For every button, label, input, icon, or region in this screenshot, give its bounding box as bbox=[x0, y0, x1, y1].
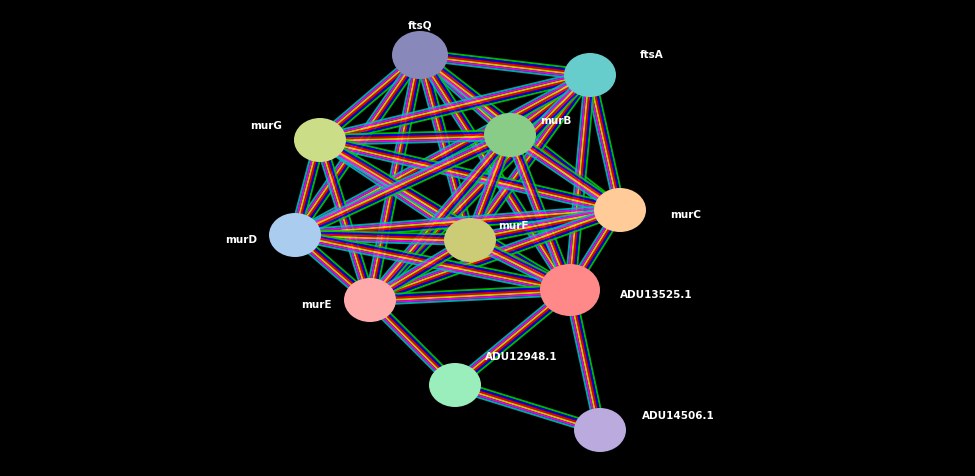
Text: murD: murD bbox=[225, 235, 257, 245]
Ellipse shape bbox=[429, 363, 481, 407]
Ellipse shape bbox=[540, 264, 600, 316]
Text: ADU12948.1: ADU12948.1 bbox=[485, 352, 558, 362]
Text: ADU14506.1: ADU14506.1 bbox=[642, 411, 715, 421]
Ellipse shape bbox=[269, 213, 321, 257]
Ellipse shape bbox=[392, 31, 448, 79]
Text: murG: murG bbox=[251, 121, 282, 131]
Ellipse shape bbox=[564, 53, 616, 97]
Text: murF: murF bbox=[498, 221, 528, 231]
Text: murE: murE bbox=[301, 300, 332, 310]
Text: ftsQ: ftsQ bbox=[408, 20, 432, 30]
Text: ADU13525.1: ADU13525.1 bbox=[620, 290, 692, 300]
Ellipse shape bbox=[444, 218, 496, 262]
Ellipse shape bbox=[574, 408, 626, 452]
Ellipse shape bbox=[594, 188, 646, 232]
Ellipse shape bbox=[344, 278, 396, 322]
Text: ftsA: ftsA bbox=[640, 50, 664, 60]
Text: murC: murC bbox=[670, 210, 701, 220]
Text: murB: murB bbox=[540, 116, 571, 126]
Ellipse shape bbox=[484, 113, 536, 157]
Ellipse shape bbox=[294, 118, 346, 162]
